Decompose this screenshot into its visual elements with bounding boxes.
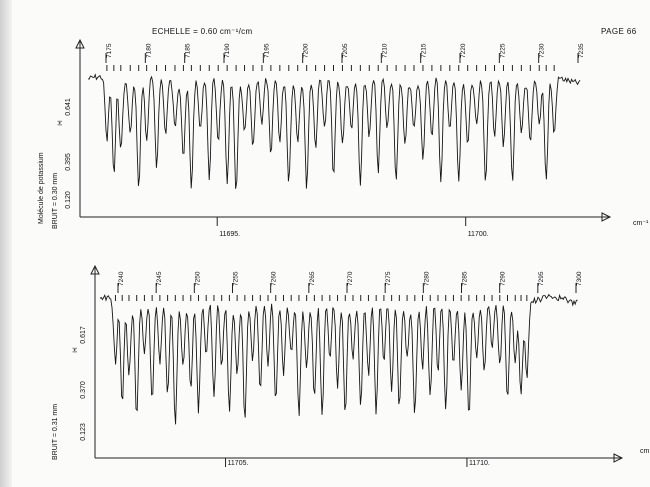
spectrum-trace-0 [87, 73, 581, 189]
line-number-0-9: 7220 [460, 43, 467, 58]
y-tick-label-1-1: 0.370 [80, 381, 87, 399]
y-axis-arrow-1 [90, 264, 100, 275]
y-tick-label-1-2: 0.617 [80, 326, 87, 344]
x-axis-arrow-0 [601, 212, 612, 222]
line-number-0-2: 7185 [185, 43, 192, 58]
page-number: PAGE 66 [601, 27, 637, 36]
line-number-1-11: 7295 [538, 271, 545, 286]
x-tick-label-0-0: 11695. [219, 231, 240, 238]
y-tick-label-0-0: 0.120 [65, 191, 72, 209]
x-tick-label-1-1: 11710. [469, 460, 490, 467]
scale-label: ECHELLE = 0.60 cm⁻¹/cm [152, 27, 253, 36]
line-number-1-7: 7275 [385, 271, 392, 286]
x-tick-label-0-1: 11700. [468, 231, 489, 238]
y-marker-1: I•I [73, 347, 79, 353]
line-number-1-9: 7285 [462, 271, 469, 286]
line-number-1-0: 7240 [118, 271, 125, 286]
line-number-0-0: 7175 [106, 43, 113, 58]
line-number-1-3: 7255 [233, 271, 240, 286]
x-tick-label-1-0: 11705. [228, 460, 249, 467]
y-tick-label-0-2: 0.641 [65, 98, 72, 116]
line-number-0-5: 7200 [303, 43, 310, 58]
line-number-1-5: 7265 [309, 271, 316, 286]
line-number-1-1: 7245 [156, 271, 163, 286]
y-tick-label-1-0: 0.123 [80, 423, 87, 441]
x-axis-unit-1: cm⁻¹ [640, 448, 650, 455]
line-number-0-11: 7230 [539, 43, 546, 58]
line-number-0-12: 7235 [578, 43, 585, 58]
line-number-0-6: 7205 [342, 43, 349, 58]
line-number-1-6: 7270 [347, 271, 354, 286]
line-number-0-10: 7225 [499, 43, 506, 58]
line-number-1-10: 7290 [500, 271, 507, 286]
x-axis-arrow-1 [613, 453, 624, 463]
line-number-0-8: 7215 [421, 43, 428, 58]
line-number-0-7: 7210 [381, 43, 388, 58]
y-marker-0: I•I [58, 120, 64, 126]
line-number-1-4: 7260 [271, 271, 278, 286]
line-number-0-4: 7195 [263, 43, 270, 58]
y-axis-arrow-0 [75, 38, 85, 49]
spectrum-trace-1 [99, 293, 578, 425]
x-axis-unit-0: cm⁻¹ [633, 220, 649, 227]
line-number-0-1: 7180 [145, 43, 152, 58]
line-number-1-8: 7280 [423, 271, 430, 286]
line-number-0-3: 7190 [224, 43, 231, 58]
line-number-1-12: 7300 [576, 271, 583, 286]
line-number-1-2: 7250 [194, 271, 201, 286]
y-tick-label-0-1: 0.395 [65, 153, 72, 171]
